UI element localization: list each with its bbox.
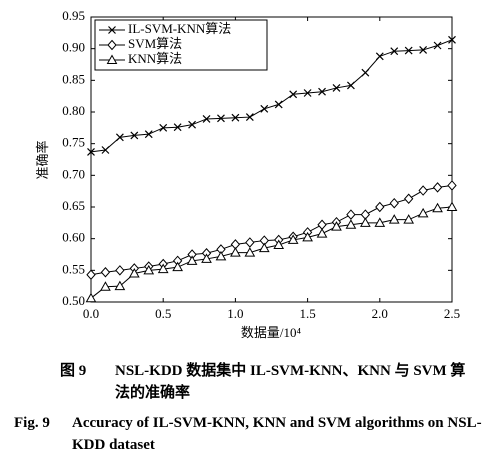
legend-marker: [108, 26, 116, 34]
marker: [389, 197, 399, 209]
marker: [115, 133, 124, 142]
x-tick-label: 0.0: [83, 306, 99, 321]
marker: [345, 219, 357, 229]
marker: [101, 146, 110, 154]
marker: [448, 35, 456, 44]
marker: [317, 219, 327, 230]
marker: [432, 182, 443, 193]
marker: [86, 269, 96, 281]
marker: [85, 292, 97, 303]
y-tick-label: 0.50: [62, 293, 85, 308]
marker: [230, 247, 241, 257]
marker: [388, 214, 400, 224]
marker: [100, 281, 111, 291]
series-line: [90, 184, 453, 276]
marker: [202, 115, 211, 123]
y-tick-label: 0.60: [62, 230, 85, 245]
marker: [447, 180, 457, 191]
legend-label: SVM算法: [128, 36, 182, 51]
y-tick-label: 0.70: [62, 166, 85, 181]
marker: [215, 250, 227, 261]
marker: [115, 265, 125, 276]
marker: [417, 207, 429, 218]
chart: 数据量/10⁴ 准确率 0.50 0.55 0.60 0.65 0.70 0.75 0.80…: [35, 8, 460, 340]
marker: [157, 263, 169, 274]
caption-cn-label: 图 9: [60, 363, 87, 379]
marker: [316, 228, 328, 238]
marker: [128, 267, 140, 278]
x-tick-label: 1.0: [227, 306, 243, 321]
y-tick-label: 0.80: [62, 103, 85, 118]
legend-label: KNN算法: [128, 51, 182, 66]
caption-cn-text: NSL-KDD 数据集中 IL-SVM-KNN、KNN 与 SVM 算法的准确率: [115, 363, 466, 401]
marker: [360, 217, 371, 227]
marker: [403, 214, 415, 224]
marker: [346, 209, 356, 220]
y-tick-label: 0.65: [62, 198, 85, 213]
marker: [244, 247, 256, 257]
marker: [231, 113, 240, 122]
marker: [375, 52, 384, 61]
marker: [217, 114, 225, 123]
y-tick-label: 0.90: [62, 40, 85, 55]
marker: [346, 81, 355, 90]
y-axis-label: 准确率: [35, 140, 50, 179]
y-tick-label: 0.75: [62, 135, 85, 150]
marker: [201, 253, 212, 263]
x-tick-label: 0.5: [155, 306, 171, 321]
x-axis-label: 数据量/10⁴: [241, 325, 302, 340]
marker: [432, 202, 443, 213]
marker: [273, 239, 285, 249]
marker: [245, 113, 254, 121]
marker: [159, 123, 168, 132]
y-tick-label: 0.85: [62, 71, 85, 86]
marker: [114, 280, 126, 291]
marker: [361, 68, 370, 77]
plot-frame: [90, 16, 453, 303]
y-tick-label: 0.55: [62, 261, 85, 276]
marker: [390, 47, 399, 56]
legend-marker: [106, 54, 118, 64]
series-line: [90, 39, 453, 153]
caption-en-label: Fig. 9: [14, 415, 50, 431]
marker: [302, 231, 313, 242]
marker: [404, 46, 413, 55]
marker: [374, 217, 386, 227]
legend-marker: [107, 39, 117, 51]
marker: [331, 221, 342, 231]
marker: [289, 90, 298, 99]
marker: [318, 87, 326, 96]
marker: [287, 234, 299, 244]
marker: [186, 255, 198, 265]
marker: [143, 264, 155, 275]
x-tick-label: 1.5: [299, 306, 315, 321]
marker: [258, 242, 270, 253]
marker: [188, 120, 197, 129]
marker: [172, 261, 183, 272]
marker: [274, 100, 283, 109]
marker: [433, 41, 442, 50]
marker: [173, 123, 182, 132]
marker: [332, 84, 341, 92]
marker: [260, 104, 269, 113]
caption-en-text: Accuracy of IL-SVM-KNN, KNN and SVM algo…: [72, 415, 482, 453]
marker: [144, 130, 153, 139]
marker: [87, 147, 95, 156]
marker: [418, 185, 428, 196]
marker: [245, 237, 255, 248]
marker: [419, 46, 428, 54]
marker: [303, 89, 312, 97]
legend-label: IL-SVM-KNN算法: [128, 21, 231, 36]
marker: [446, 201, 458, 211]
y-tick-label: 0.95: [62, 8, 85, 23]
x-tick-label: 2.0: [372, 306, 388, 321]
x-tick-label: 2.5: [444, 306, 460, 321]
marker: [375, 201, 385, 213]
marker: [100, 266, 111, 278]
marker: [404, 193, 414, 205]
marker: [130, 131, 139, 140]
